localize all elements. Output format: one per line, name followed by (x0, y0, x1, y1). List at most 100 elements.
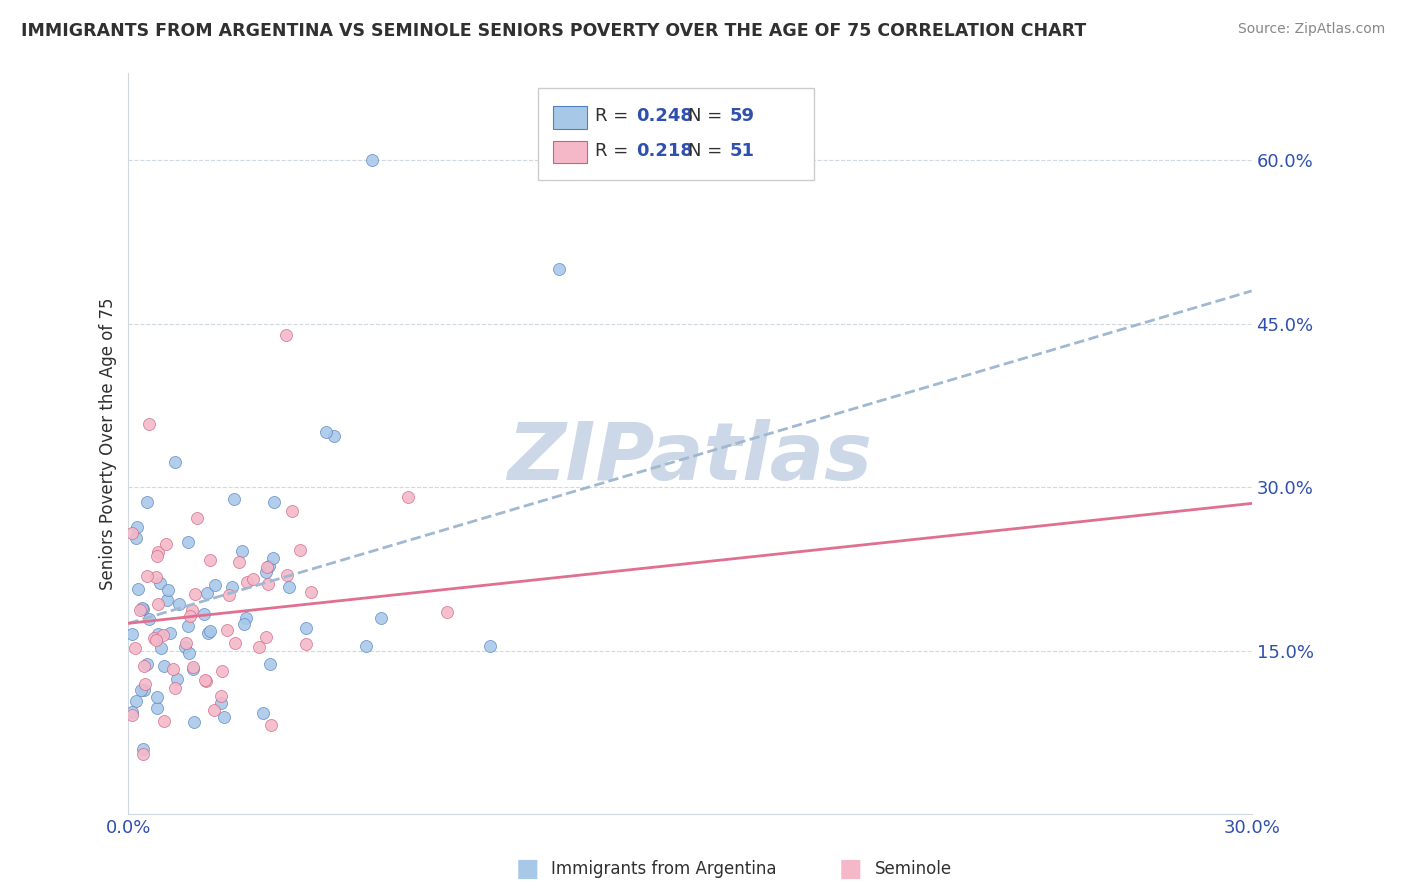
Text: 59: 59 (730, 107, 755, 125)
Point (132, 682, 155, 697)
Point (143, 632, 166, 646)
Point (262, 550, 284, 565)
Point (295, 621, 318, 635)
Point (274, 327, 297, 342)
Point (224, 636, 246, 650)
Point (148, 545, 170, 559)
Point (198, 553, 221, 567)
Point (132, 602, 155, 616)
Point (323, 428, 346, 442)
Point (194, 673, 217, 688)
Point (211, 664, 233, 678)
Point (259, 559, 281, 574)
Point (153, 714, 176, 728)
Point (165, 455, 187, 469)
Text: Seminole: Seminole (875, 860, 952, 878)
Point (197, 626, 219, 640)
Point (145, 570, 167, 584)
Point (228, 555, 250, 569)
Point (157, 583, 180, 598)
Point (176, 534, 198, 549)
Point (281, 503, 304, 517)
Point (479, 639, 502, 653)
Text: R =: R = (595, 142, 634, 160)
Point (195, 586, 218, 600)
Point (181, 660, 204, 674)
Point (135, 657, 157, 672)
Point (129, 682, 152, 697)
Point (177, 619, 200, 633)
Point (436, 606, 458, 620)
Point (254, 630, 277, 644)
Point (125, 520, 148, 534)
Point (176, 635, 198, 649)
Point (315, 425, 337, 439)
Point (138, 612, 160, 626)
Text: 0.248: 0.248 (636, 107, 693, 125)
Text: IMMIGRANTS FROM ARGENTINA VS SEMINOLE SENIORS POVERTY OVER THE AGE OF 75 CORRELA: IMMIGRANTS FROM ARGENTINA VS SEMINOLE SE… (21, 22, 1087, 40)
Text: N =: N = (688, 142, 728, 160)
Y-axis label: Seniors Poverty Over the Age of 75: Seniors Poverty Over the Age of 75 (100, 297, 117, 590)
Point (146, 690, 169, 705)
Point (260, 718, 283, 732)
Text: 0.218: 0.218 (636, 142, 693, 160)
Point (202, 703, 225, 717)
Point (156, 593, 179, 607)
Point (235, 611, 257, 625)
Point (162, 662, 184, 676)
Point (186, 511, 208, 525)
Point (127, 582, 149, 596)
Point (125, 694, 148, 708)
Point (121, 706, 143, 720)
Point (215, 623, 238, 637)
Point (124, 640, 146, 655)
Point (288, 543, 311, 558)
Point (360, 153, 382, 168)
Point (257, 576, 280, 591)
Point (209, 697, 232, 711)
Point (198, 624, 221, 639)
Point (146, 700, 169, 714)
Point (132, 741, 155, 756)
Point (125, 531, 148, 545)
Point (138, 417, 160, 431)
Point (166, 672, 188, 686)
Point (146, 597, 169, 611)
Point (221, 580, 243, 594)
FancyBboxPatch shape (538, 87, 814, 180)
Point (131, 601, 153, 615)
Point (165, 681, 187, 695)
Point (121, 627, 143, 641)
Point (121, 525, 143, 540)
Point (155, 537, 177, 551)
Point (204, 578, 226, 592)
Point (193, 607, 215, 621)
Point (356, 639, 378, 653)
Point (236, 574, 259, 589)
Point (181, 662, 204, 676)
Point (146, 549, 169, 563)
Text: N =: N = (688, 107, 728, 125)
Text: Source: ZipAtlas.com: Source: ZipAtlas.com (1237, 22, 1385, 37)
Point (153, 659, 176, 673)
Point (194, 673, 217, 687)
Point (212, 710, 235, 724)
Point (174, 640, 197, 654)
Text: ■: ■ (839, 857, 862, 880)
Point (149, 641, 172, 656)
Point (129, 603, 152, 617)
Point (146, 627, 169, 641)
Point (184, 587, 207, 601)
Point (295, 637, 318, 651)
Point (152, 628, 174, 642)
Point (256, 560, 278, 574)
FancyBboxPatch shape (553, 141, 586, 163)
Point (121, 708, 143, 723)
Point (231, 543, 253, 558)
Point (149, 575, 172, 590)
Point (242, 572, 264, 586)
Point (135, 569, 157, 583)
Point (370, 611, 392, 625)
Point (254, 566, 277, 580)
Point (135, 495, 157, 509)
